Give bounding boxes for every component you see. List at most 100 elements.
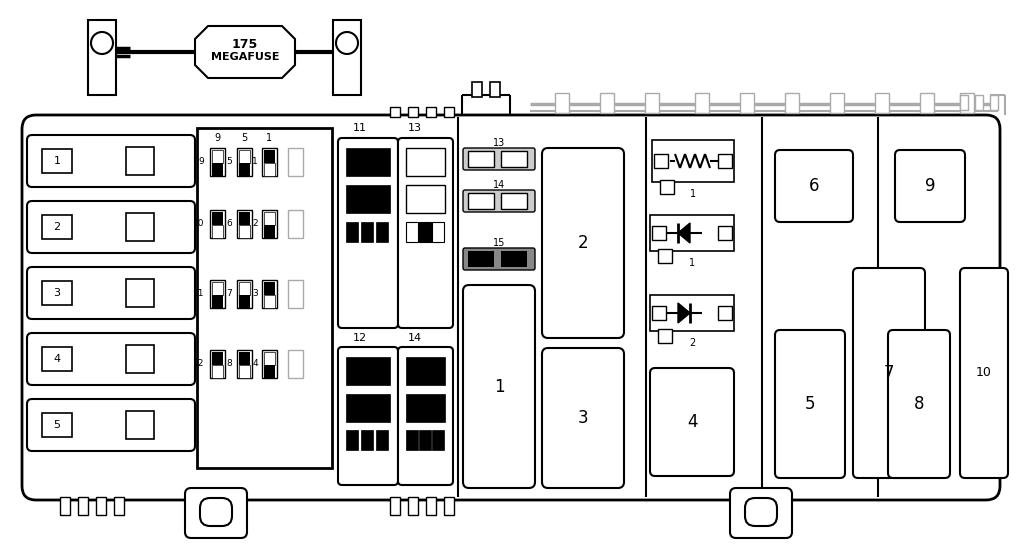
Text: 4: 4 bbox=[252, 360, 258, 368]
Text: 6: 6 bbox=[809, 177, 819, 195]
FancyBboxPatch shape bbox=[463, 148, 535, 170]
Text: 7: 7 bbox=[884, 364, 894, 382]
Bar bbox=[830, 93, 844, 113]
Bar bbox=[346, 430, 358, 450]
Bar bbox=[718, 306, 732, 320]
Bar bbox=[262, 350, 277, 378]
Text: 12: 12 bbox=[193, 360, 204, 368]
Bar bbox=[237, 350, 252, 378]
Text: 11: 11 bbox=[353, 123, 367, 133]
Text: 13: 13 bbox=[493, 138, 505, 148]
Bar bbox=[210, 210, 226, 238]
Bar bbox=[600, 93, 614, 113]
Bar bbox=[376, 430, 388, 450]
Text: 3: 3 bbox=[252, 289, 258, 299]
Bar bbox=[695, 93, 709, 113]
Bar bbox=[264, 150, 275, 163]
Text: 1: 1 bbox=[689, 258, 695, 268]
Circle shape bbox=[336, 32, 358, 54]
Bar bbox=[264, 352, 275, 365]
Text: 1: 1 bbox=[690, 189, 696, 199]
Bar bbox=[408, 497, 418, 515]
Bar bbox=[78, 497, 88, 515]
FancyBboxPatch shape bbox=[398, 347, 453, 485]
Text: 6: 6 bbox=[227, 219, 232, 228]
Bar bbox=[501, 251, 527, 267]
Text: 9: 9 bbox=[214, 133, 220, 143]
Text: 12: 12 bbox=[353, 333, 367, 343]
Text: 9: 9 bbox=[198, 158, 204, 166]
FancyBboxPatch shape bbox=[960, 268, 1008, 478]
Bar bbox=[346, 185, 390, 213]
Bar bbox=[239, 225, 250, 238]
Text: 13: 13 bbox=[408, 123, 422, 133]
Bar bbox=[262, 280, 277, 308]
Bar bbox=[42, 413, 72, 437]
Bar bbox=[212, 352, 223, 365]
Polygon shape bbox=[678, 223, 690, 243]
Text: 11: 11 bbox=[193, 289, 204, 299]
Bar bbox=[361, 222, 373, 242]
Polygon shape bbox=[678, 303, 690, 323]
Bar bbox=[346, 222, 358, 242]
Bar bbox=[406, 394, 445, 422]
FancyBboxPatch shape bbox=[27, 267, 195, 319]
Bar bbox=[658, 329, 672, 343]
Bar bbox=[239, 150, 250, 163]
Polygon shape bbox=[195, 26, 295, 78]
Bar bbox=[426, 107, 436, 117]
Text: 3: 3 bbox=[53, 288, 60, 298]
Bar bbox=[212, 282, 223, 295]
FancyBboxPatch shape bbox=[27, 201, 195, 253]
Text: 2: 2 bbox=[252, 219, 258, 228]
Text: 5: 5 bbox=[53, 420, 60, 430]
Bar bbox=[239, 365, 250, 378]
Bar bbox=[288, 148, 303, 176]
Bar bbox=[406, 222, 418, 242]
Text: 2: 2 bbox=[53, 222, 60, 232]
Bar bbox=[652, 226, 666, 240]
Bar bbox=[346, 148, 390, 176]
Bar bbox=[262, 210, 277, 238]
Bar bbox=[288, 210, 303, 238]
Bar bbox=[237, 210, 252, 238]
Text: 9: 9 bbox=[925, 177, 935, 195]
Bar bbox=[239, 212, 250, 225]
Bar bbox=[239, 282, 250, 295]
Text: 3: 3 bbox=[578, 409, 588, 427]
FancyBboxPatch shape bbox=[853, 268, 925, 478]
FancyBboxPatch shape bbox=[463, 190, 535, 212]
Bar bbox=[390, 497, 400, 515]
Text: 5: 5 bbox=[805, 395, 815, 413]
Bar bbox=[239, 352, 250, 365]
Bar bbox=[212, 225, 223, 238]
Bar bbox=[990, 95, 998, 110]
Bar bbox=[42, 215, 72, 239]
Bar bbox=[501, 151, 527, 167]
Text: 1: 1 bbox=[252, 158, 258, 166]
Bar bbox=[212, 295, 223, 308]
Text: 15: 15 bbox=[493, 238, 505, 248]
Bar bbox=[785, 93, 800, 113]
Bar bbox=[406, 148, 445, 176]
Text: 1: 1 bbox=[265, 133, 272, 143]
Bar bbox=[210, 280, 226, 308]
Bar bbox=[490, 82, 500, 97]
FancyBboxPatch shape bbox=[22, 115, 1000, 500]
FancyBboxPatch shape bbox=[338, 347, 398, 485]
Bar bbox=[346, 394, 390, 422]
FancyBboxPatch shape bbox=[200, 498, 232, 526]
Bar bbox=[468, 193, 494, 209]
FancyBboxPatch shape bbox=[27, 333, 195, 385]
Bar bbox=[718, 226, 732, 240]
Bar bbox=[468, 151, 494, 167]
Bar bbox=[652, 140, 734, 182]
Text: 2: 2 bbox=[689, 338, 695, 348]
Bar bbox=[555, 93, 569, 113]
Bar bbox=[264, 282, 275, 295]
Text: 10: 10 bbox=[193, 219, 204, 228]
Text: 4: 4 bbox=[53, 354, 60, 364]
Bar bbox=[658, 249, 672, 263]
FancyBboxPatch shape bbox=[775, 150, 853, 222]
FancyBboxPatch shape bbox=[775, 330, 845, 478]
